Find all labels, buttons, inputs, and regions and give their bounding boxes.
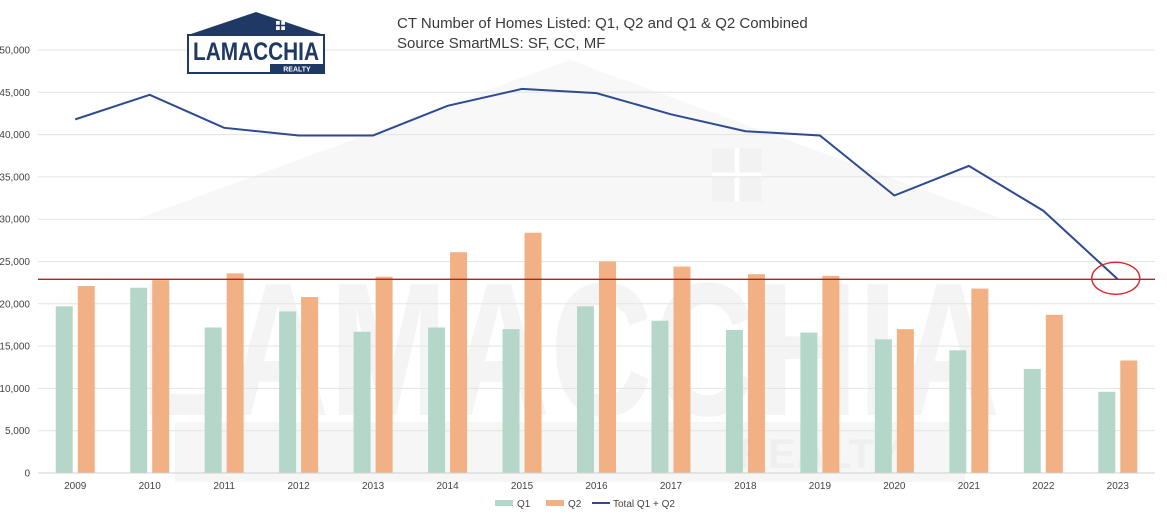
x-tick-label: 2014: [436, 481, 459, 492]
x-tick-label: 2016: [585, 481, 608, 492]
bar-q2-2019: [822, 275, 840, 473]
x-tick-label: 2009: [64, 481, 87, 492]
legend-label-q2: Q2: [568, 499, 582, 510]
bar-q1-2022: [1023, 368, 1041, 473]
y-tick-label: 30,000: [0, 215, 30, 226]
highlight-circle: [1091, 261, 1141, 295]
chart-title: CT Number of Homes Listed: Q1, Q2 and Q1…: [397, 15, 808, 32]
bar-q2-2014: [450, 252, 468, 473]
legend: Q1 Q2 Total Q1 + Q2: [495, 499, 675, 510]
bar-q2-2013: [375, 276, 393, 473]
bar-q1-2010: [130, 287, 148, 473]
x-axis-ticks: 2009 2010 2011 2012 2013 2014 2015 2016 2017 2018…: [64, 481, 1129, 492]
x-tick-label: 2019: [809, 481, 832, 492]
y-tick-label: 25,000: [0, 257, 30, 268]
logo-text: LAMACCHIA: [193, 38, 319, 66]
y-tick-label: 5,000: [5, 426, 30, 437]
bar-q2-2012: [301, 297, 319, 473]
bar-q2-2021: [971, 288, 989, 473]
bar-q1-2017: [651, 320, 669, 473]
legend-label-q1: Q1: [517, 499, 531, 510]
x-tick-label: 2020: [883, 481, 906, 492]
total-line: [74, 87, 1119, 281]
bar-q1-2011: [204, 327, 222, 473]
watermark-roof: [140, 60, 1000, 218]
bar-q2-2017: [673, 266, 691, 473]
y-tick-label: 45,000: [0, 88, 30, 99]
bar-q1-2015: [502, 329, 520, 473]
legend-swatch-q1: [495, 500, 513, 506]
x-tick-label: 2012: [288, 481, 311, 492]
bar-q2-2023: [1120, 360, 1138, 473]
bar-q1-2018: [725, 330, 743, 473]
x-tick-label: 2017: [660, 481, 683, 492]
legend-label-total: Total Q1 + Q2: [613, 499, 675, 510]
x-tick-label: 2021: [958, 481, 981, 492]
x-tick-label: 2013: [362, 481, 385, 492]
bar-q2-2022: [1045, 314, 1063, 473]
bar-q1-2009: [55, 306, 73, 473]
bar-q2-2018: [747, 274, 765, 473]
total-line-group: [74, 87, 1119, 281]
bar-q2-2010: [152, 280, 170, 473]
x-tick-label: 2011: [213, 481, 235, 492]
y-tick-label: 35,000: [0, 172, 30, 183]
chart-subtitle: Source SmartMLS: SF, CC, MF: [397, 35, 605, 52]
bar-q1-2020: [874, 339, 892, 473]
bar-q2-2016: [599, 261, 616, 473]
logo: LAMACCHIA REALTY: [187, 12, 325, 74]
bar-q2-2020: [896, 329, 914, 473]
bar-q1-2021: [949, 350, 967, 473]
bar-q2-2009: [77, 286, 95, 473]
watermark: LAMACCHIA REALTY: [140, 60, 1000, 482]
bar-q1-2016: [577, 306, 594, 473]
bar-q1-2014: [428, 327, 446, 473]
logo-roof-icon: [188, 12, 324, 35]
bar-q2-2015: [524, 232, 542, 473]
bar-q1-2019: [800, 332, 818, 473]
y-tick-label: 15,000: [0, 342, 30, 353]
y-axis-ticks: 0 5,000 10,000 15,000 20,000 25,000 30,000 35,0…: [0, 46, 30, 480]
bar-q1-2013: [353, 331, 371, 473]
x-tick-label: 2018: [734, 481, 757, 492]
logo-sub-band: [270, 64, 324, 73]
logo-subtext: REALTY: [283, 67, 311, 74]
x-tick-label: 2023: [1107, 481, 1130, 492]
bar-q1-2012: [279, 311, 297, 473]
bar-q2-2011: [226, 273, 244, 473]
bar-q1-2023: [1098, 391, 1116, 473]
y-tick-label: 10,000: [0, 384, 30, 395]
y-tick-label: 0: [24, 469, 30, 480]
x-tick-label: 2015: [511, 481, 534, 492]
legend-swatch-q2: [546, 500, 564, 506]
bars: [55, 232, 1138, 473]
y-tick-label: 40,000: [0, 130, 30, 141]
y-tick-label: 20,000: [0, 299, 30, 310]
x-tick-label: 2010: [139, 481, 162, 492]
y-tick-label: 50,000: [0, 46, 30, 57]
x-tick-label: 2022: [1032, 481, 1055, 492]
